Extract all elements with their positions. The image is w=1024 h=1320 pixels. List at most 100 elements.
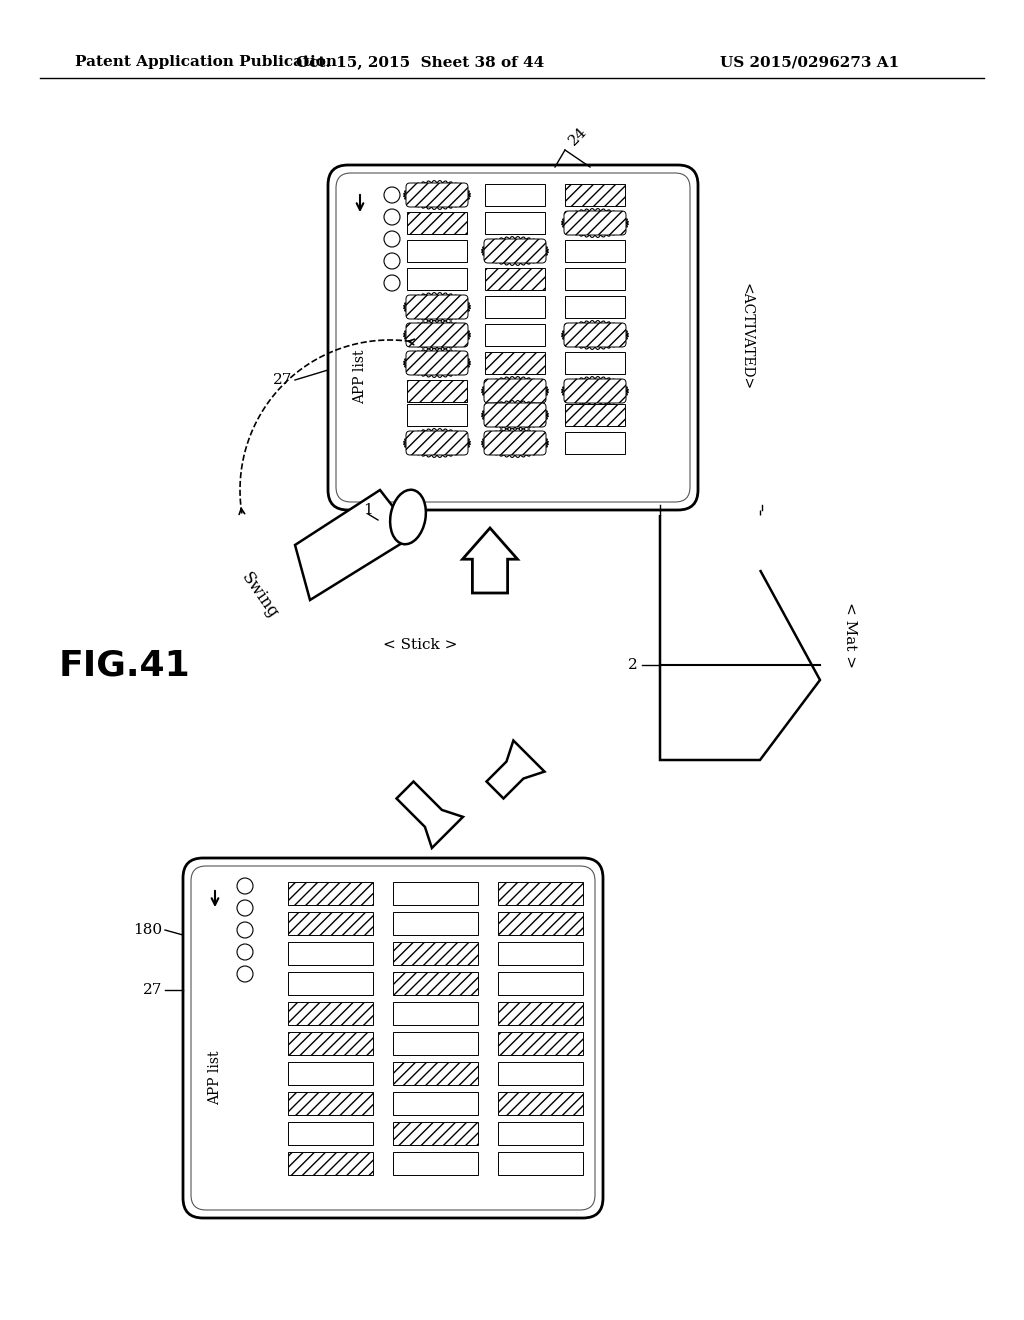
Bar xyxy=(288,1032,373,1055)
Text: Swing: Swing xyxy=(238,569,282,622)
Text: 2: 2 xyxy=(629,657,638,672)
Polygon shape xyxy=(403,293,470,322)
Circle shape xyxy=(237,900,253,916)
Text: 27: 27 xyxy=(272,374,292,387)
Bar xyxy=(393,1152,478,1175)
Polygon shape xyxy=(403,181,470,210)
Bar xyxy=(407,240,467,261)
FancyBboxPatch shape xyxy=(564,211,626,235)
Text: Oct. 15, 2015  Sheet 38 of 44: Oct. 15, 2015 Sheet 38 of 44 xyxy=(296,55,544,69)
Bar xyxy=(485,296,545,318)
Circle shape xyxy=(384,275,400,290)
Bar xyxy=(498,1002,583,1026)
Bar xyxy=(288,1092,373,1115)
Bar xyxy=(498,1122,583,1144)
Bar xyxy=(498,912,583,935)
Text: 27: 27 xyxy=(142,983,162,997)
Polygon shape xyxy=(562,321,629,350)
Bar xyxy=(498,882,583,906)
Bar xyxy=(485,268,545,290)
Polygon shape xyxy=(403,321,470,350)
Bar xyxy=(498,972,583,995)
Polygon shape xyxy=(403,348,470,378)
Text: < Mat >: < Mat > xyxy=(843,602,857,668)
FancyBboxPatch shape xyxy=(406,323,468,347)
Bar xyxy=(485,352,545,374)
Bar xyxy=(393,972,478,995)
Circle shape xyxy=(384,253,400,269)
Polygon shape xyxy=(562,209,629,238)
Circle shape xyxy=(384,231,400,247)
Polygon shape xyxy=(481,429,549,458)
Bar xyxy=(288,972,373,995)
Bar xyxy=(565,296,625,318)
Polygon shape xyxy=(463,528,517,593)
Text: <ACTIVATED>: <ACTIVATED> xyxy=(739,284,753,391)
Circle shape xyxy=(237,966,253,982)
FancyBboxPatch shape xyxy=(484,432,546,455)
Polygon shape xyxy=(481,236,549,265)
Bar xyxy=(393,1063,478,1085)
Bar xyxy=(393,1092,478,1115)
Bar xyxy=(393,942,478,965)
Bar xyxy=(565,432,625,454)
Bar xyxy=(565,268,625,290)
Bar xyxy=(407,380,467,403)
Polygon shape xyxy=(486,741,545,799)
FancyBboxPatch shape xyxy=(484,379,546,403)
Text: 180: 180 xyxy=(133,923,162,937)
Bar xyxy=(288,1122,373,1144)
Bar xyxy=(498,1032,583,1055)
Circle shape xyxy=(384,209,400,224)
Bar xyxy=(288,942,373,965)
Text: APP list: APP list xyxy=(353,350,367,404)
Ellipse shape xyxy=(390,490,426,544)
Circle shape xyxy=(237,878,253,894)
Bar xyxy=(393,1002,478,1026)
FancyBboxPatch shape xyxy=(336,173,690,502)
Bar xyxy=(565,183,625,206)
Circle shape xyxy=(384,187,400,203)
FancyBboxPatch shape xyxy=(406,432,468,455)
Bar xyxy=(565,352,625,374)
Bar xyxy=(407,268,467,290)
Bar xyxy=(498,1092,583,1115)
Bar xyxy=(393,882,478,906)
Circle shape xyxy=(237,944,253,960)
Bar xyxy=(565,240,625,261)
Polygon shape xyxy=(295,490,415,601)
FancyBboxPatch shape xyxy=(406,294,468,319)
Circle shape xyxy=(237,921,253,939)
Text: US 2015/0296273 A1: US 2015/0296273 A1 xyxy=(720,55,900,69)
Bar xyxy=(498,942,583,965)
Bar xyxy=(565,404,625,426)
Bar xyxy=(393,1122,478,1144)
Bar xyxy=(288,1063,373,1085)
Bar xyxy=(288,912,373,935)
Bar xyxy=(288,1002,373,1026)
FancyBboxPatch shape xyxy=(183,858,603,1218)
Bar xyxy=(485,323,545,346)
Bar xyxy=(407,404,467,426)
Bar xyxy=(498,1152,583,1175)
Polygon shape xyxy=(481,376,549,405)
Text: FIG.41: FIG.41 xyxy=(59,648,190,682)
Bar xyxy=(485,213,545,234)
FancyBboxPatch shape xyxy=(484,403,546,426)
FancyBboxPatch shape xyxy=(328,165,698,510)
Text: 24: 24 xyxy=(566,124,590,148)
Bar xyxy=(393,912,478,935)
Polygon shape xyxy=(481,400,549,429)
Bar xyxy=(288,1152,373,1175)
FancyBboxPatch shape xyxy=(191,866,595,1210)
FancyBboxPatch shape xyxy=(406,351,468,375)
Bar xyxy=(288,882,373,906)
Bar xyxy=(498,1063,583,1085)
FancyBboxPatch shape xyxy=(484,239,546,263)
Text: < Stick >: < Stick > xyxy=(383,638,457,652)
Polygon shape xyxy=(562,376,629,405)
FancyBboxPatch shape xyxy=(564,379,626,403)
Text: 1: 1 xyxy=(362,503,373,517)
Polygon shape xyxy=(403,429,470,458)
Bar xyxy=(485,183,545,206)
